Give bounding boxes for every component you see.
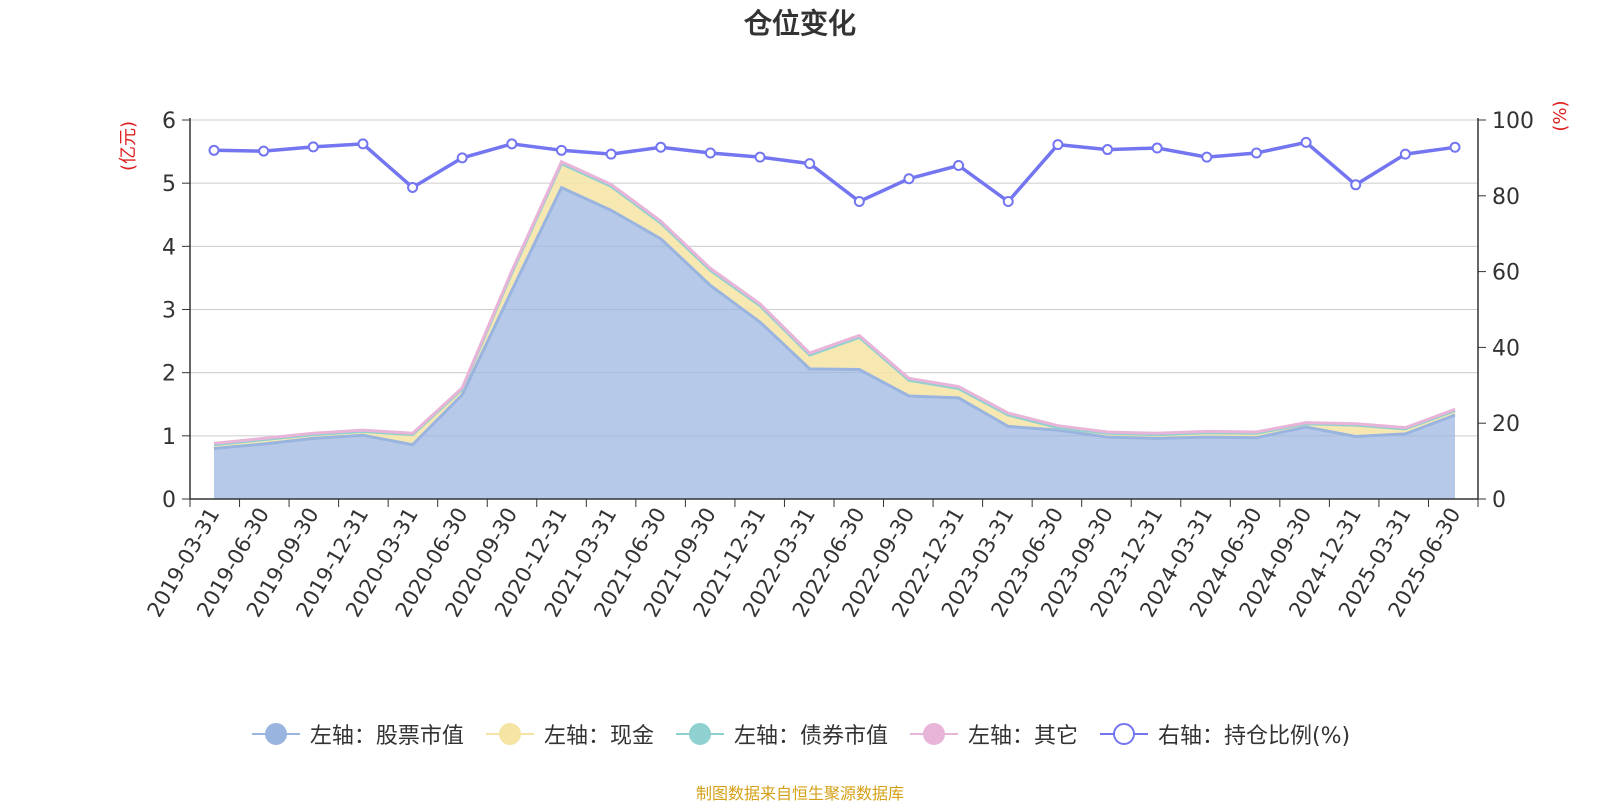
legend-label: 左轴：债券市值 [733,724,888,749]
line-point [1449,141,1461,153]
y-right-tick-label: 40 [1492,336,1520,361]
line-point [208,144,220,156]
y-left-tick-label: 1 [162,425,176,450]
line-point [1052,139,1064,151]
legend-label: 左轴：现金 [543,724,654,749]
y-left-unit: (亿元) [118,121,139,171]
legend-item[interactable]: 左轴：现金 [484,718,654,750]
line-point [506,138,518,150]
line-point [655,141,667,153]
legend-item[interactable]: 左轴：债券市值 [674,718,888,750]
area-line-3 [213,159,1456,445]
legend-item[interactable]: 左轴：其它 [908,718,1078,750]
y-left-tick-label: 6 [162,109,176,134]
legend-marker-icon [251,723,300,745]
y-left-tick-label: 3 [162,299,176,324]
line-point [1399,148,1411,160]
line-point [1300,136,1312,148]
line-point [1350,179,1362,191]
legend-marker-icon [1099,723,1148,745]
line-point [456,152,468,164]
line-point [1002,195,1014,207]
y-left-tick-label: 4 [162,235,176,260]
line-holding-ratio [213,140,1456,204]
y-right-unit: (%) [1550,100,1571,131]
y-right-tick-label: 60 [1492,261,1520,286]
line-point [357,138,369,150]
y-right-tick-label: 20 [1492,412,1520,437]
y-right-tick-label: 0 [1492,488,1506,513]
line-point [307,141,319,153]
y-left-tick-label: 2 [162,362,176,387]
line-point [407,181,419,193]
line-point [903,173,915,185]
legend-item[interactable]: 右轴：持仓比例(%) [1098,718,1350,750]
y-right-tick-label: 100 [1492,109,1534,134]
y-left-tick-label: 0 [162,488,176,513]
chart-title: 仓位变化 [743,7,856,40]
line-point [754,151,766,163]
line-point [704,147,716,159]
line-point [1201,151,1213,163]
line-point [1102,144,1114,156]
line-point [804,158,816,170]
chart-legend: 左轴：股票市值 左轴：现金 左轴：债券市值 左轴：其它 右轴：持仓比例(%) [0,718,1600,750]
line-point [555,144,567,156]
legend-marker-icon [909,723,958,745]
line-point [1151,142,1163,154]
legend-label: 左轴：其它 [967,724,1078,749]
line-point [258,145,270,157]
y-left-tick-label: 5 [162,172,176,197]
line-point [605,148,617,160]
legend-label: 右轴：持仓比例(%) [1157,724,1351,749]
line-point [953,159,965,171]
legend-label: 左轴：股票市值 [309,724,464,749]
legend-marker-icon [675,723,724,745]
y-right-tick-label: 80 [1492,185,1520,210]
line-point [1250,147,1262,159]
line-point [853,195,865,207]
legend-item[interactable]: 左轴：股票市值 [250,718,464,750]
source-note: 制图数据来自恒生聚源数据库 [695,784,904,803]
area-line-0 [213,185,1456,450]
legend-marker-icon [485,723,534,745]
